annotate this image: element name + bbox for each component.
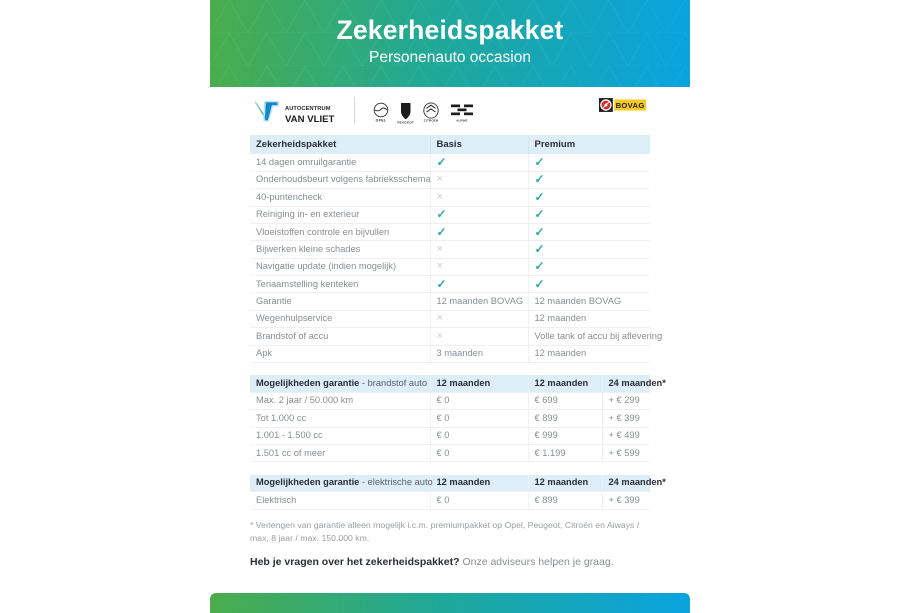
svg-text:CITROEN: CITROEN	[424, 119, 438, 123]
svg-text:AUTOCENTRUM: AUTOCENTRUM	[285, 106, 331, 112]
svg-text:BOVAG: BOVAG	[616, 101, 645, 110]
svg-text:ALPINE: ALPINE	[456, 119, 467, 123]
svg-text:OPEL: OPEL	[376, 119, 387, 123]
svg-text:PEUGEOT: PEUGEOT	[397, 121, 414, 125]
svg-text:VAN VLIET: VAN VLIET	[285, 114, 335, 125]
